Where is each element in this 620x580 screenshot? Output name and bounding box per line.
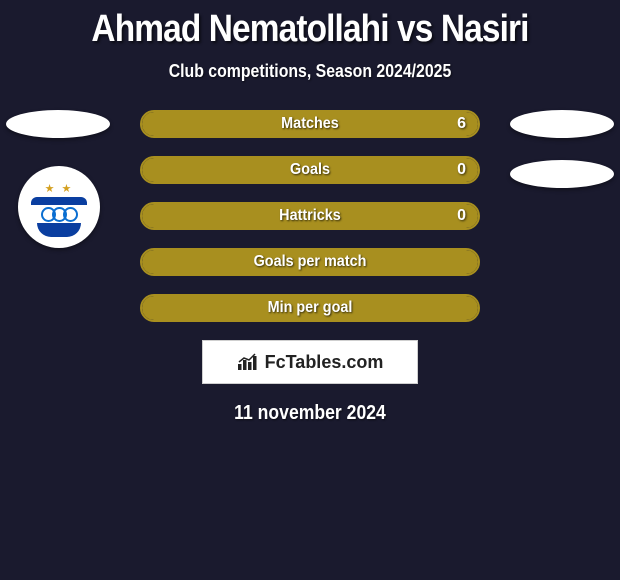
stat-bar-label: Min per goal bbox=[159, 296, 461, 320]
stat-bar: Goals0 bbox=[140, 156, 480, 184]
club-badge-icon: ★ ★ bbox=[18, 166, 100, 248]
player-right-placeholder-1-icon bbox=[510, 110, 614, 138]
player-left-placeholder-icon bbox=[6, 110, 110, 138]
stat-bar-label: Matches bbox=[159, 112, 461, 136]
snapshot-date: 11 november 2024 bbox=[37, 402, 583, 425]
stat-bar: Goals per match bbox=[140, 248, 480, 276]
club-rings-icon bbox=[41, 207, 78, 222]
page-title: Ahmad Nematollahi vs Nasiri bbox=[37, 8, 583, 51]
stat-bar-label: Goals bbox=[159, 158, 461, 182]
stat-bar-label: Hattricks bbox=[159, 204, 461, 228]
bar-chart-icon bbox=[237, 353, 259, 371]
stat-bars: Matches6Goals0Hattricks0Goals per matchM… bbox=[140, 110, 480, 322]
player-right-placeholder-2-icon bbox=[510, 160, 614, 188]
stat-bar-label: Goals per match bbox=[159, 250, 461, 274]
stat-bar: Hattricks0 bbox=[140, 202, 480, 230]
watermark-logo: FcTables.com bbox=[202, 340, 418, 384]
page-subtitle: Club competitions, Season 2024/2025 bbox=[37, 61, 583, 82]
club-stars-icon: ★ ★ bbox=[45, 182, 74, 195]
stat-bar: Min per goal bbox=[140, 294, 480, 322]
stat-bar-value: 0 bbox=[457, 204, 466, 228]
stat-bar-value: 0 bbox=[457, 158, 466, 182]
stat-bar: Matches6 bbox=[140, 110, 480, 138]
club-bottom bbox=[37, 223, 81, 237]
club-stripe bbox=[31, 197, 87, 205]
stat-bar-value: 6 bbox=[457, 112, 466, 136]
comparison-content: ★ ★ Matches6Goals0Hattricks0Goals per ma… bbox=[0, 110, 620, 425]
watermark-text: FcTables.com bbox=[265, 352, 384, 373]
